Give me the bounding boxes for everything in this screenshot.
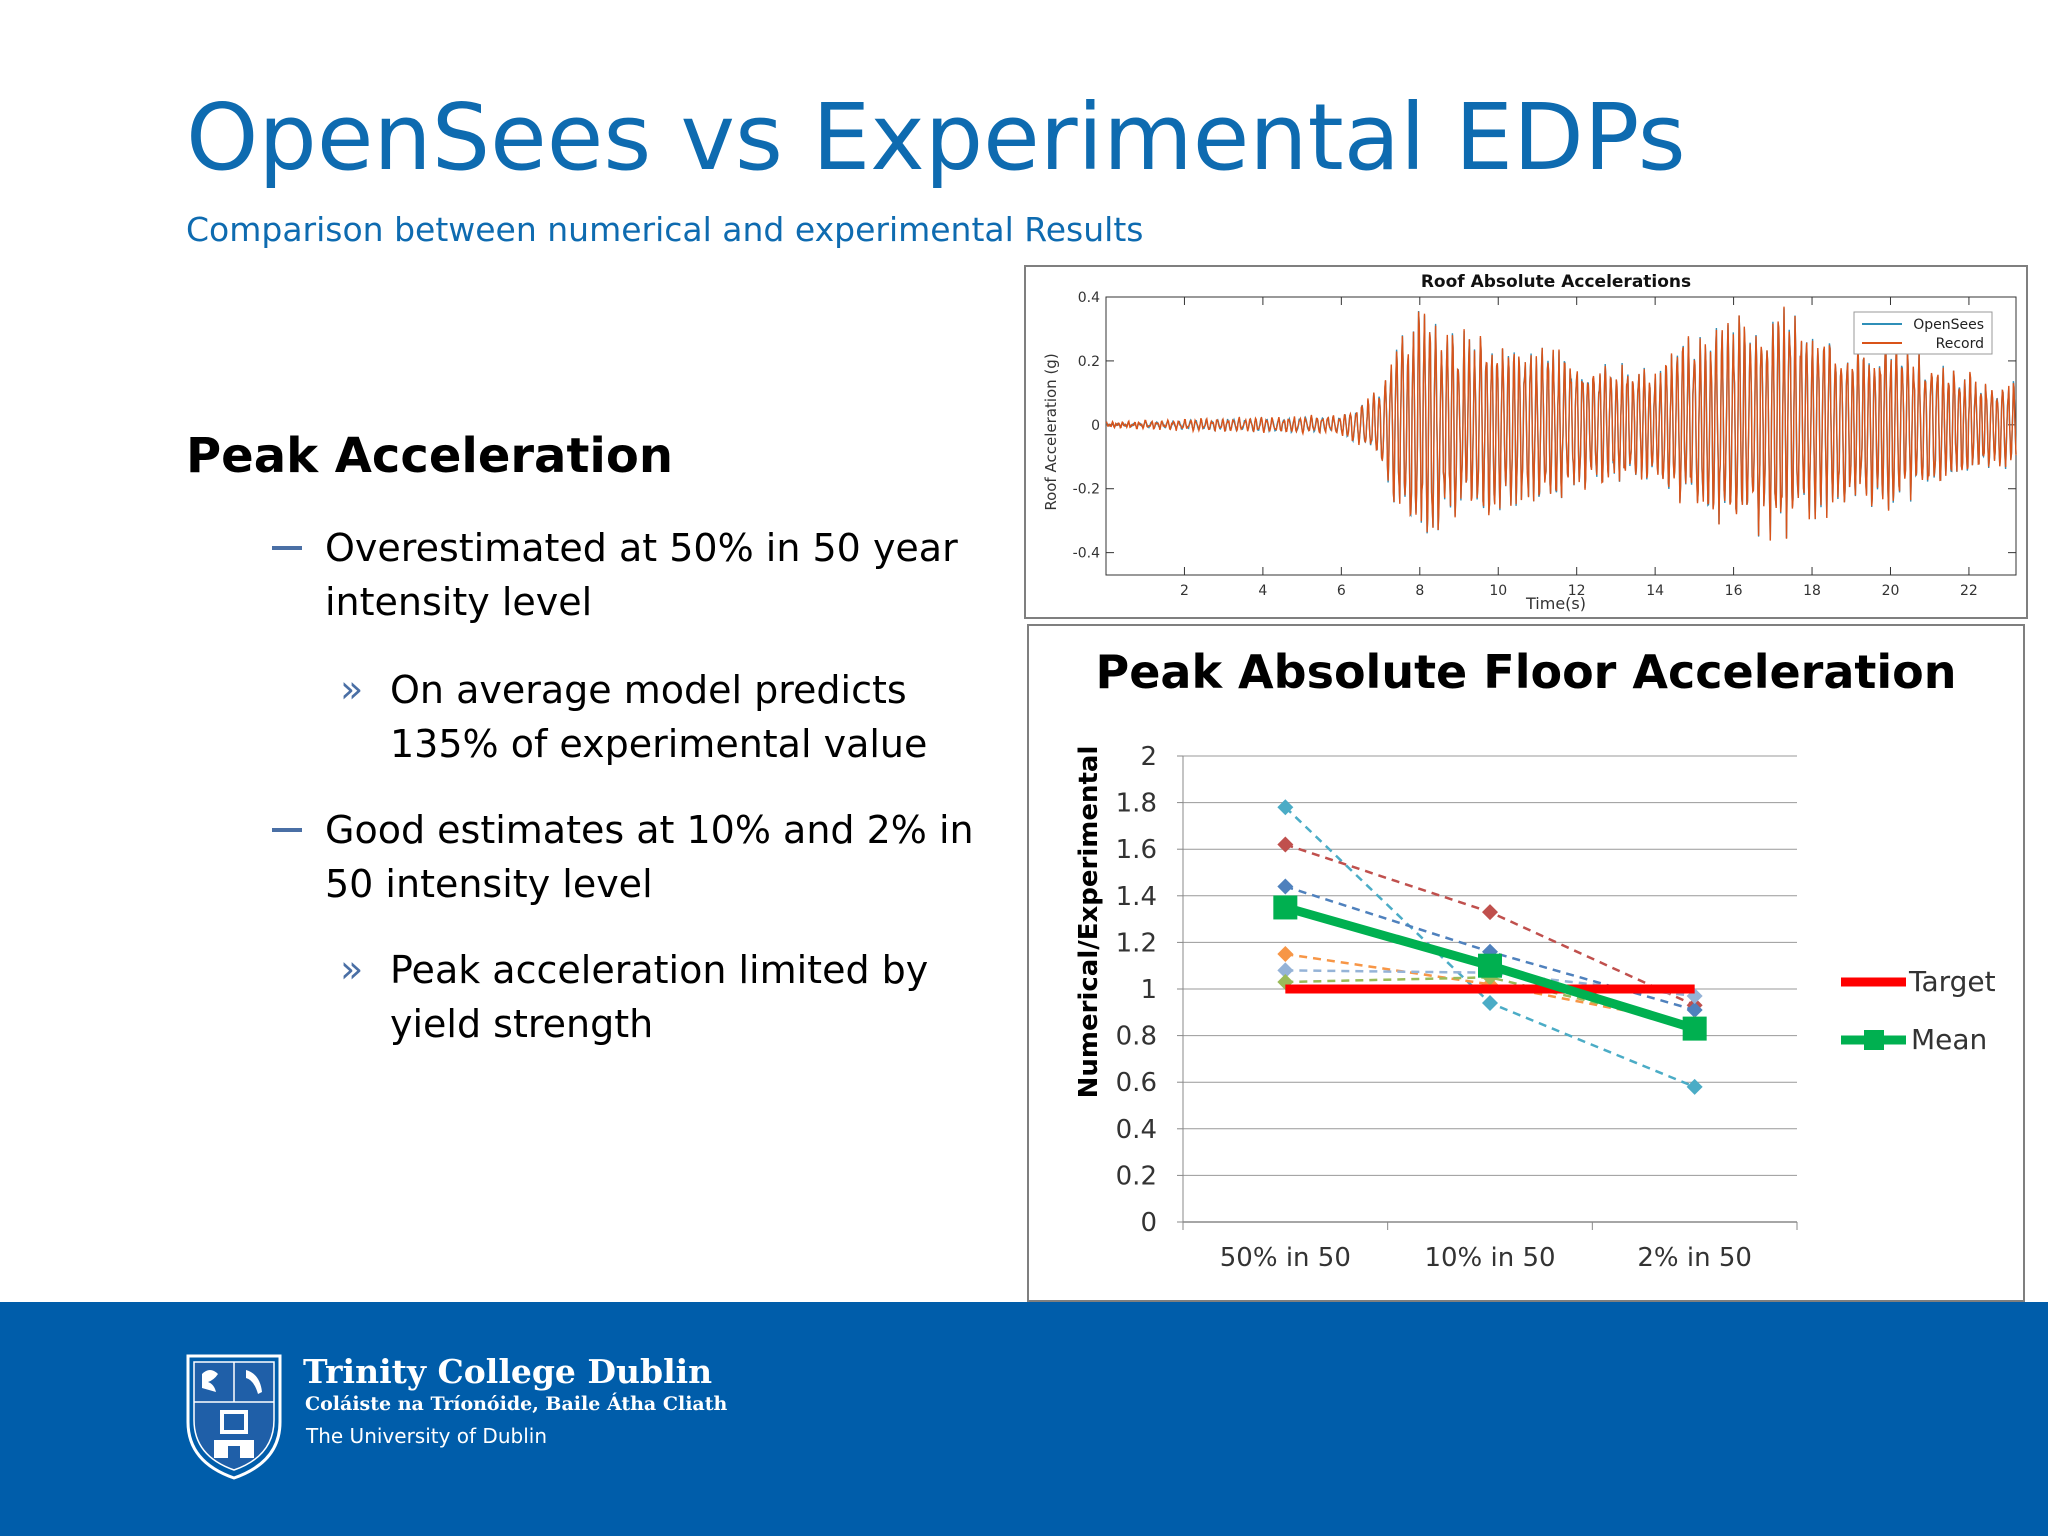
bullet-1-line1: Overestimated at 50% in 50 year: [325, 526, 958, 570]
roof-acceleration-chart: Roof Absolute Accelerations Time(s) Roof…: [1042, 272, 2017, 613]
y-tick-label: 1.8: [1116, 789, 1157, 819]
bullet-2-line2: 135% of experimental value: [390, 722, 928, 766]
y-tick-label: 0.4: [1078, 290, 1100, 306]
data-point-diamond: [1686, 1078, 1703, 1095]
data-point-diamond: [1277, 946, 1294, 963]
y-tick-label: 1: [1140, 975, 1157, 1005]
data-point-diamond: [1277, 962, 1294, 979]
y-tick-label: -0.2: [1073, 482, 1100, 498]
legend: OpenSees Record: [1853, 311, 1993, 355]
x-tick-label: 2% in 50: [1637, 1243, 1752, 1273]
x-tick-label: 12: [1568, 583, 1586, 599]
bullet-4: Peak acceleration limited by yield stren…: [390, 943, 928, 1051]
x-tick-label: 18: [1803, 583, 1821, 599]
peak-floor-acceleration-chart: Peak Absolute Floor Acceleration Numeric…: [1074, 645, 1996, 1273]
x-tick-label: 6: [1337, 583, 1346, 599]
x-tick-label: 20: [1882, 583, 1900, 599]
dash-bullet-icon: [272, 546, 302, 550]
series-record-line: [1105, 306, 2017, 541]
y-tick-label: 1.4: [1116, 882, 1157, 912]
y-tick-label: 0: [1140, 1208, 1157, 1238]
y-axis-label: Roof Acceleration (g): [1042, 353, 1060, 510]
peak-floor-acceleration-panel: Peak Absolute Floor Acceleration Numeric…: [1027, 624, 2025, 1302]
data-point-diamond: [1482, 904, 1498, 921]
legend-opensees-label: OpenSees: [1913, 317, 1984, 333]
university-irish-name: Coláiste na Tríonóide, Baile Átha Cliath: [305, 1393, 728, 1415]
x-tick-label: 16: [1725, 583, 1743, 599]
plot-area: 0 0.2 0.4 0.6 0.8 1 1.2 1.4 1.6 1.8 2 50% in 50 10% …: [1116, 742, 1798, 1273]
university-tagline: The University of Dublin: [306, 1424, 547, 1448]
y-tick-label: 1.6: [1116, 835, 1157, 865]
slide-title: OpenSees vs Experimental EDPs: [186, 84, 1686, 191]
bullet-3-line1: Good estimates at 10% and 2% in: [325, 808, 974, 852]
legend-box: [1853, 311, 1993, 355]
university-crest-icon: [186, 1354, 282, 1480]
y-tick-label: 0: [1091, 418, 1100, 434]
chart-title: Peak Absolute Floor Acceleration: [1095, 645, 1956, 699]
data-point-diamond: [1277, 974, 1294, 991]
bullet-1-line2: intensity level: [325, 580, 593, 624]
data-point-diamond: [1277, 799, 1294, 816]
data-point-diamond: [1482, 994, 1498, 1011]
legend-mean-label: Mean: [1911, 1023, 1987, 1056]
data-point-mean: [1682, 1016, 1707, 1041]
data-point-diamond: [1686, 1001, 1703, 1018]
bullet-3: Good estimates at 10% and 2% in 50 inten…: [325, 803, 974, 911]
x-tick-label: 50% in 50: [1220, 1243, 1351, 1273]
x-tick-label: 22: [1960, 583, 1978, 599]
chevron-bullet-icon: »: [340, 667, 364, 711]
x-tick-label: 2: [1180, 583, 1189, 599]
roof-acceleration-panel: Roof Absolute Accelerations Time(s) Roof…: [1024, 265, 2028, 619]
x-tick-label: 10: [1489, 583, 1507, 599]
footer-bar: Trinity College Dublin Coláiste na Tríon…: [0, 1302, 2048, 1536]
data-point-mean: [1478, 953, 1502, 978]
bullet-3-line2: 50 intensity level: [325, 862, 653, 906]
x-tick-label: 14: [1646, 583, 1664, 599]
y-tick-label: 0.2: [1078, 354, 1100, 370]
y-tick-label: -0.4: [1073, 546, 1100, 562]
university-name: Trinity College Dublin: [303, 1352, 713, 1391]
data-point-mean: [1273, 895, 1298, 920]
bullet-4-line1: Peak acceleration limited by: [390, 948, 929, 992]
x-axis-label: Time(s): [1525, 594, 1586, 613]
y-tick-label: 0.4: [1116, 1115, 1157, 1145]
bullet-4-line2: yield strength: [390, 1002, 654, 1046]
x-tick-label: 8: [1415, 583, 1424, 599]
dash-bullet-icon: [272, 828, 302, 832]
y-tick-label: 1.2: [1116, 928, 1157, 958]
chart-title: Roof Absolute Accelerations: [1421, 272, 1691, 292]
legend-record-label: Record: [1936, 336, 1984, 352]
x-tick-label: 4: [1258, 583, 1267, 599]
y-tick-label: 0.8: [1116, 1022, 1157, 1052]
y-tick-label: 0.6: [1116, 1068, 1157, 1098]
data-point-diamond: [1277, 878, 1294, 895]
y-tick-label: 2: [1140, 742, 1157, 772]
bullet-2-line1: On average model predicts: [390, 668, 907, 712]
slide-subtitle: Comparison between numerical and experim…: [186, 210, 1144, 249]
legend: Target Mean: [1841, 965, 1996, 1056]
bullet-1: Overestimated at 50% in 50 year intensit…: [325, 521, 958, 629]
bullet-2: On average model predicts 135% of experi…: [390, 663, 927, 771]
section-heading: Peak Acceleration: [186, 428, 673, 484]
legend-mean-marker: [1864, 1030, 1884, 1050]
y-axis-label: Numerical/Experimental: [1074, 746, 1104, 1099]
chevron-bullet-icon: »: [340, 947, 364, 991]
data-point-diamond: [1277, 836, 1294, 853]
y-tick-label: 0.2: [1116, 1161, 1157, 1191]
legend-target-label: Target: [1908, 965, 1996, 998]
x-tick-label: 10% in 50: [1424, 1243, 1555, 1273]
